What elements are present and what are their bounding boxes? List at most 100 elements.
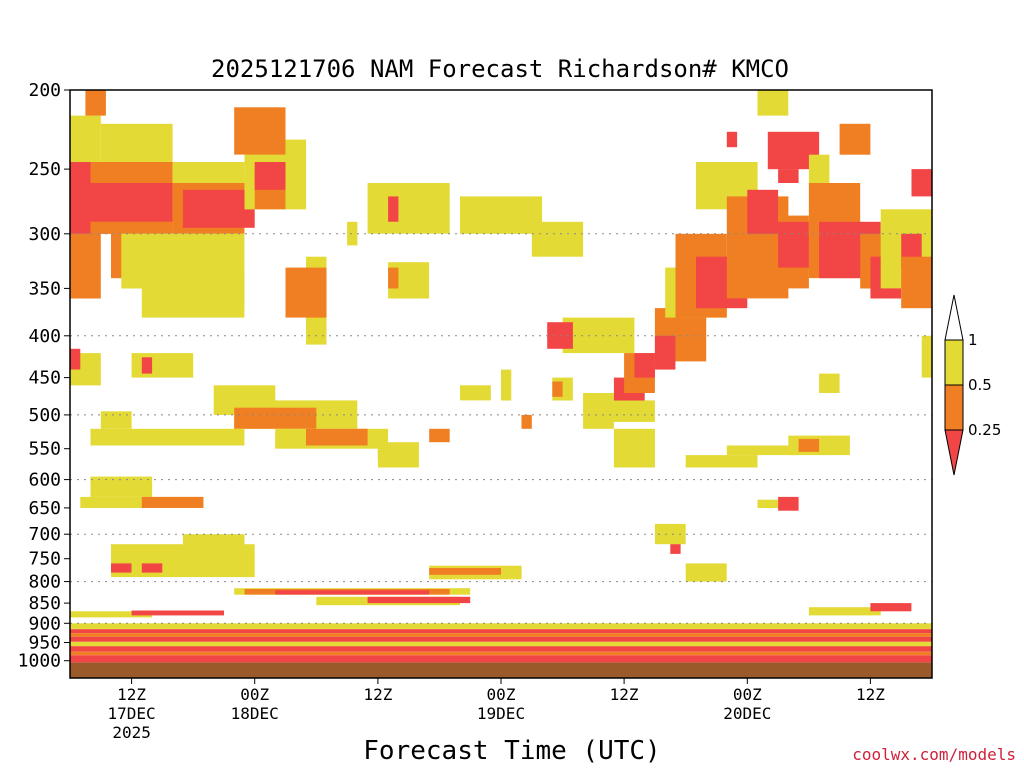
heatmap-cell-1	[85, 90, 106, 116]
heatmap-cell-106	[131, 610, 224, 616]
heatmap-cell-31	[131, 353, 194, 378]
y-tick-label-450: 450	[28, 368, 61, 389]
y-tick-label-750: 750	[28, 549, 61, 570]
x-tick-label-1-1: 18DEC	[231, 704, 279, 723]
heatmap-cell-76	[901, 256, 932, 309]
heatmap-cell-95	[685, 563, 727, 582]
legend-swatch-orange	[944, 384, 964, 431]
heatmap-cell-43	[460, 385, 491, 401]
heatmap-cell-53	[634, 353, 655, 378]
heatmap-cell-26	[347, 221, 358, 246]
heatmap-cell-94	[670, 544, 681, 554]
heatmap-cell-100	[275, 590, 430, 595]
heatmap-cell-105	[70, 611, 153, 618]
heatmap-cell-79	[819, 373, 840, 393]
y-tick-label-950: 950	[28, 633, 61, 654]
heatmap-cell-47	[552, 381, 563, 397]
heatmap-cell-21	[388, 196, 399, 222]
heatmap-cell-41	[377, 442, 419, 468]
heatmap-cell-19	[234, 107, 286, 155]
heatmap-cell-62	[757, 90, 789, 116]
heatmap-cell-32	[141, 357, 153, 374]
x-tick-label-5-0: 00Z	[733, 685, 762, 704]
y-tick-label-350: 350	[28, 278, 61, 299]
legend-swatch-yellow	[944, 339, 964, 386]
legend-bottom-arrow	[944, 429, 964, 476]
heatmap-cell-22	[460, 196, 543, 234]
heatmap-cell-81	[726, 445, 799, 456]
y-tick-label-1000: 1000	[18, 651, 61, 672]
heatmap-cells	[70, 90, 932, 663]
heatmap-cell-92	[778, 496, 799, 511]
heatmap-cell-89	[111, 563, 132, 573]
legend: 1 0.5 0.25	[944, 294, 1001, 476]
x-tick-label-4-0: 12Z	[610, 685, 639, 704]
heatmap-cell-45	[521, 414, 532, 429]
heatmap-cell-4	[100, 123, 173, 162]
x-tick-label-3-1: 19DEC	[477, 704, 525, 723]
heatmap-cell-110	[70, 636, 932, 642]
heatmap-cell-93	[654, 523, 686, 545]
heatmap-cell-42	[429, 428, 450, 443]
x-tick-label-2-0: 12Z	[363, 685, 392, 704]
heatmap-cell-78	[921, 335, 932, 378]
credit-link[interactable]: coolwx.com/models	[852, 745, 1016, 764]
x-axis-label: Forecast Time (UTC)	[363, 736, 660, 766]
heatmap-cell-25	[388, 267, 399, 289]
heatmap-cell-2	[70, 233, 101, 299]
legend-top-arrow	[944, 294, 964, 341]
heatmap-cell-112	[70, 646, 932, 652]
legend-label-1: 0.5	[968, 376, 992, 394]
heatmap-cell-67	[778, 221, 809, 268]
legend-label-2: 0.25	[968, 421, 1001, 439]
legend-label-0: 1	[968, 331, 978, 349]
x-tick-label-3-0: 00Z	[487, 685, 516, 704]
y-tick-label-200: 200	[28, 80, 61, 101]
heatmap-cell-20	[367, 183, 450, 234]
y-tick-label-900: 900	[28, 613, 61, 634]
heatmap-cell-97	[429, 568, 501, 575]
heatmap-cell-113	[70, 651, 932, 656]
plot-area	[69, 89, 933, 679]
heatmap-cell-114	[70, 655, 932, 663]
heatmap-cell-107	[70, 623, 932, 630]
heatmap-cell-61	[747, 189, 779, 234]
y-tick-label-650: 650	[28, 498, 61, 519]
heatmap-cell-11	[182, 189, 255, 228]
heatmap-cell-39	[306, 428, 368, 446]
y-tick-label-250: 250	[28, 159, 61, 180]
y-tick-label-400: 400	[28, 326, 61, 347]
x-tick-label-0-1: 17DEC	[108, 704, 156, 723]
chart-title: 2025121706 NAM Forecast Richardson# KMCO	[211, 55, 789, 83]
heatmap-cell-23	[531, 221, 584, 257]
y-tick-label-600: 600	[28, 470, 61, 491]
heatmap-cell-104	[870, 603, 912, 612]
heatmap-cell-65	[778, 169, 799, 183]
heatmap-cell-18	[285, 267, 327, 318]
y-tick-label-550: 550	[28, 439, 61, 460]
heatmap-cell-108	[70, 629, 932, 634]
heatmap-cell-109	[70, 633, 932, 637]
ground-band	[70, 662, 932, 678]
heatmap-cell-102	[367, 596, 471, 604]
x-tick-label-0-2: 2025	[112, 723, 151, 742]
y-tick-label-300: 300	[28, 224, 61, 245]
x-tick-label-0-0: 12Z	[117, 685, 146, 704]
y-axis: 200 250 300 350 400 450 500 550 600 650 700 7508008…	[18, 80, 70, 672]
heatmap-cell-86	[141, 496, 204, 508]
heatmap-cell-77	[911, 169, 932, 197]
heatmap-cell-37	[100, 411, 132, 429]
heatmap-cell-30	[70, 348, 81, 370]
y-tick-label-500: 500	[28, 405, 61, 426]
heatmap-cell-84	[90, 476, 153, 497]
heatmap-cell-90	[141, 563, 163, 573]
heatmap-cell-83	[798, 438, 820, 452]
heatmap-cell-49	[603, 400, 655, 422]
x-tick-label-6-0: 12Z	[856, 685, 885, 704]
heatmap-cell-13	[193, 267, 245, 309]
x-tick-label-5-1: 20DEC	[723, 704, 771, 723]
x-tick-label-1-0: 00Z	[240, 685, 269, 704]
heatmap-cell-55	[654, 335, 676, 370]
